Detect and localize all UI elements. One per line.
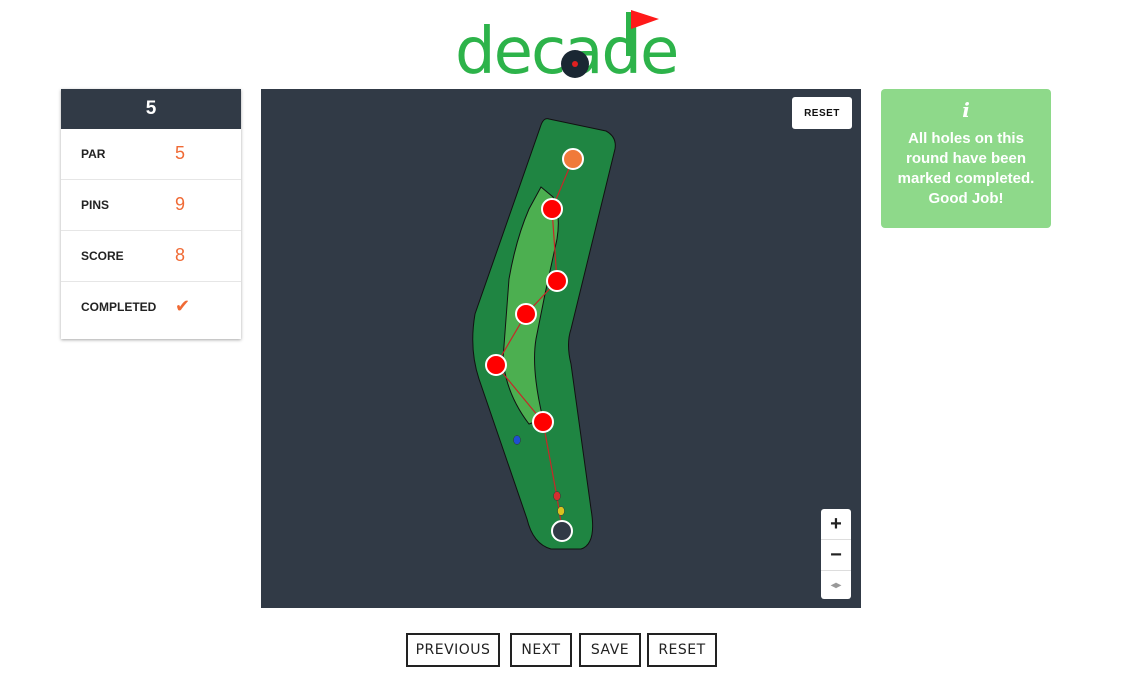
hole-number: 5 bbox=[61, 89, 241, 129]
hole-marker bbox=[562, 148, 584, 170]
par-value: 5 bbox=[175, 143, 186, 163]
shot-route bbox=[495, 158, 574, 530]
stat-row-completed: COMPLETED ✔ bbox=[61, 282, 241, 332]
flag-icon bbox=[561, 10, 659, 78]
reset-button[interactable]: RESET bbox=[647, 633, 717, 667]
previous-button[interactable]: PREVIOUS bbox=[406, 633, 500, 667]
pin-marker bbox=[515, 303, 537, 325]
completed-label: COMPLETED bbox=[81, 300, 157, 314]
completion-message: All holes on this round have been marked… bbox=[897, 130, 1035, 207]
zoom-control: + − ◂▸ bbox=[821, 509, 851, 599]
hole-stats-panel: 5 PAR 5 PINS 9 SCORE 8 COMPLETED ✔ bbox=[61, 89, 241, 339]
pin-marker bbox=[485, 354, 507, 376]
completion-notice: i All holes on this round have been mark… bbox=[881, 89, 1051, 228]
pin-marker bbox=[546, 270, 568, 292]
pin-marker bbox=[541, 198, 563, 220]
map-reset-button[interactable]: RESET bbox=[792, 97, 852, 129]
stat-row-par: PAR 5 bbox=[61, 129, 241, 180]
hole-navigation: PREVIOUS NEXT SAVE RESET bbox=[0, 633, 1121, 667]
stat-row-pins: PINS 9 bbox=[61, 180, 241, 231]
marker-yellow bbox=[557, 506, 565, 516]
stat-row-score: SCORE 8 bbox=[61, 231, 241, 282]
hole-layout bbox=[472, 118, 616, 550]
save-button[interactable]: SAVE bbox=[579, 633, 641, 667]
fairway bbox=[472, 118, 616, 550]
pins-value: 9 bbox=[175, 194, 186, 214]
compass-icon[interactable]: ◂▸ bbox=[830, 580, 842, 591]
score-value: 8 bbox=[175, 245, 186, 265]
par-label: PAR bbox=[81, 147, 106, 161]
course-map[interactable]: RESET + − ◂▸ bbox=[261, 89, 861, 608]
zoom-out-button[interactable]: − bbox=[821, 540, 851, 571]
zoom-in-button[interactable]: + bbox=[821, 509, 851, 540]
score-label: SCORE bbox=[81, 249, 124, 263]
marker-blue bbox=[513, 435, 521, 445]
decade-logo: decade bbox=[455, 4, 679, 84]
next-button[interactable]: NEXT bbox=[510, 633, 572, 667]
checkmark-icon: ✔ bbox=[175, 296, 191, 316]
info-icon: i bbox=[962, 98, 970, 122]
marker-red bbox=[553, 491, 561, 501]
tee-marker bbox=[551, 520, 573, 542]
pins-label: PINS bbox=[81, 198, 110, 212]
pin-marker bbox=[532, 411, 554, 433]
